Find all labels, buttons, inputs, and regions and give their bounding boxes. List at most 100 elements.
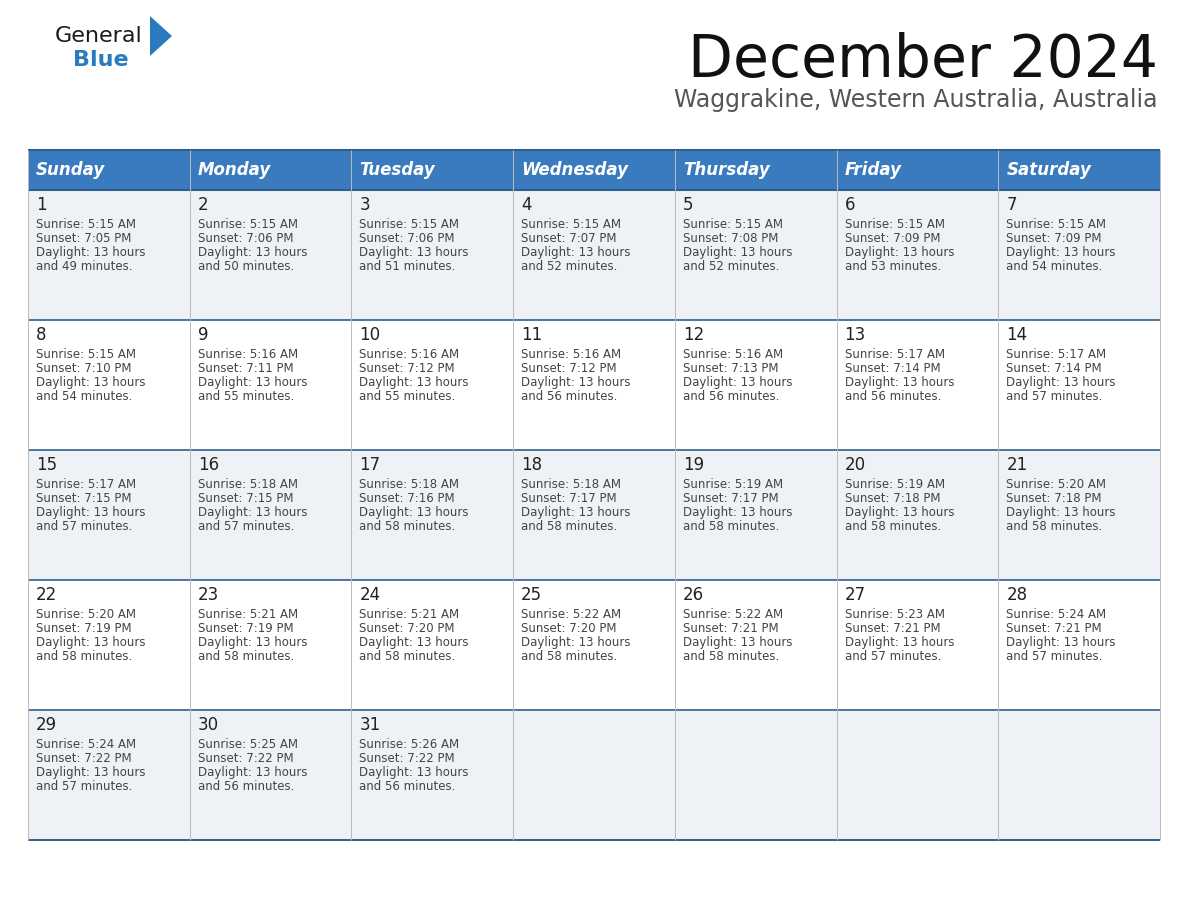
Text: and 57 minutes.: and 57 minutes. bbox=[1006, 650, 1102, 663]
Text: Sunset: 7:14 PM: Sunset: 7:14 PM bbox=[1006, 362, 1102, 375]
Text: Daylight: 13 hours: Daylight: 13 hours bbox=[360, 376, 469, 389]
Text: Sunday: Sunday bbox=[36, 161, 106, 179]
Text: Tuesday: Tuesday bbox=[360, 161, 435, 179]
Text: Sunrise: 5:16 AM: Sunrise: 5:16 AM bbox=[360, 348, 460, 361]
Text: Daylight: 13 hours: Daylight: 13 hours bbox=[522, 246, 631, 259]
Text: and 58 minutes.: and 58 minutes. bbox=[36, 650, 132, 663]
Text: Daylight: 13 hours: Daylight: 13 hours bbox=[36, 506, 145, 519]
Text: Sunset: 7:09 PM: Sunset: 7:09 PM bbox=[845, 232, 940, 245]
Text: Daylight: 13 hours: Daylight: 13 hours bbox=[845, 246, 954, 259]
Text: 30: 30 bbox=[197, 716, 219, 734]
Text: Sunset: 7:18 PM: Sunset: 7:18 PM bbox=[1006, 492, 1101, 505]
Text: Sunset: 7:15 PM: Sunset: 7:15 PM bbox=[36, 492, 132, 505]
Text: Sunrise: 5:24 AM: Sunrise: 5:24 AM bbox=[1006, 608, 1106, 621]
Text: Sunset: 7:10 PM: Sunset: 7:10 PM bbox=[36, 362, 132, 375]
Text: Sunset: 7:12 PM: Sunset: 7:12 PM bbox=[522, 362, 617, 375]
Text: 7: 7 bbox=[1006, 196, 1017, 214]
Text: Daylight: 13 hours: Daylight: 13 hours bbox=[360, 506, 469, 519]
Text: Sunrise: 5:18 AM: Sunrise: 5:18 AM bbox=[360, 478, 460, 491]
Text: Sunset: 7:17 PM: Sunset: 7:17 PM bbox=[522, 492, 617, 505]
Text: Sunset: 7:12 PM: Sunset: 7:12 PM bbox=[360, 362, 455, 375]
Polygon shape bbox=[150, 16, 172, 56]
Text: Daylight: 13 hours: Daylight: 13 hours bbox=[197, 246, 308, 259]
Text: 29: 29 bbox=[36, 716, 57, 734]
Text: 24: 24 bbox=[360, 586, 380, 604]
Text: Wednesday: Wednesday bbox=[522, 161, 628, 179]
Text: Daylight: 13 hours: Daylight: 13 hours bbox=[1006, 506, 1116, 519]
Bar bbox=[29, 450, 1159, 580]
Text: Daylight: 13 hours: Daylight: 13 hours bbox=[1006, 246, 1116, 259]
Text: Sunrise: 5:15 AM: Sunrise: 5:15 AM bbox=[1006, 218, 1106, 231]
Text: Daylight: 13 hours: Daylight: 13 hours bbox=[522, 376, 631, 389]
Text: 20: 20 bbox=[845, 456, 866, 474]
Text: and 58 minutes.: and 58 minutes. bbox=[360, 520, 456, 533]
Text: Sunset: 7:06 PM: Sunset: 7:06 PM bbox=[360, 232, 455, 245]
Text: Daylight: 13 hours: Daylight: 13 hours bbox=[360, 636, 469, 649]
Text: Daylight: 13 hours: Daylight: 13 hours bbox=[522, 636, 631, 649]
Text: Sunset: 7:07 PM: Sunset: 7:07 PM bbox=[522, 232, 617, 245]
Bar bbox=[29, 320, 1159, 450]
Text: 31: 31 bbox=[360, 716, 380, 734]
Text: Sunrise: 5:15 AM: Sunrise: 5:15 AM bbox=[197, 218, 298, 231]
Text: Sunset: 7:19 PM: Sunset: 7:19 PM bbox=[36, 622, 132, 635]
Text: Sunset: 7:21 PM: Sunset: 7:21 PM bbox=[683, 622, 778, 635]
Text: Daylight: 13 hours: Daylight: 13 hours bbox=[36, 766, 145, 779]
Text: Sunrise: 5:16 AM: Sunrise: 5:16 AM bbox=[522, 348, 621, 361]
Text: and 50 minutes.: and 50 minutes. bbox=[197, 260, 293, 273]
Text: and 57 minutes.: and 57 minutes. bbox=[36, 520, 132, 533]
Text: Sunset: 7:19 PM: Sunset: 7:19 PM bbox=[197, 622, 293, 635]
Text: Sunset: 7:16 PM: Sunset: 7:16 PM bbox=[360, 492, 455, 505]
Text: Sunrise: 5:23 AM: Sunrise: 5:23 AM bbox=[845, 608, 944, 621]
Text: Sunrise: 5:17 AM: Sunrise: 5:17 AM bbox=[36, 478, 137, 491]
Text: 14: 14 bbox=[1006, 326, 1028, 344]
Text: Daylight: 13 hours: Daylight: 13 hours bbox=[683, 376, 792, 389]
Text: 22: 22 bbox=[36, 586, 57, 604]
Text: Daylight: 13 hours: Daylight: 13 hours bbox=[36, 246, 145, 259]
Text: 1: 1 bbox=[36, 196, 46, 214]
Text: Sunset: 7:18 PM: Sunset: 7:18 PM bbox=[845, 492, 940, 505]
Text: and 58 minutes.: and 58 minutes. bbox=[683, 650, 779, 663]
Text: Sunrise: 5:22 AM: Sunrise: 5:22 AM bbox=[683, 608, 783, 621]
Text: Daylight: 13 hours: Daylight: 13 hours bbox=[845, 636, 954, 649]
Bar bbox=[29, 580, 1159, 710]
Text: 2: 2 bbox=[197, 196, 208, 214]
Text: Sunrise: 5:15 AM: Sunrise: 5:15 AM bbox=[36, 218, 135, 231]
Text: Sunset: 7:22 PM: Sunset: 7:22 PM bbox=[360, 752, 455, 765]
Text: and 58 minutes.: and 58 minutes. bbox=[1006, 520, 1102, 533]
Text: 6: 6 bbox=[845, 196, 855, 214]
Text: Daylight: 13 hours: Daylight: 13 hours bbox=[360, 766, 469, 779]
Text: General: General bbox=[55, 26, 143, 46]
Text: Daylight: 13 hours: Daylight: 13 hours bbox=[36, 636, 145, 649]
Text: Sunset: 7:22 PM: Sunset: 7:22 PM bbox=[197, 752, 293, 765]
Text: Sunset: 7:08 PM: Sunset: 7:08 PM bbox=[683, 232, 778, 245]
Text: Sunset: 7:05 PM: Sunset: 7:05 PM bbox=[36, 232, 132, 245]
Text: 8: 8 bbox=[36, 326, 46, 344]
Text: and 52 minutes.: and 52 minutes. bbox=[522, 260, 618, 273]
Text: Sunset: 7:20 PM: Sunset: 7:20 PM bbox=[522, 622, 617, 635]
Text: Daylight: 13 hours: Daylight: 13 hours bbox=[197, 506, 308, 519]
Bar bbox=[29, 190, 1159, 320]
Text: and 58 minutes.: and 58 minutes. bbox=[360, 650, 456, 663]
Text: 3: 3 bbox=[360, 196, 369, 214]
Text: 21: 21 bbox=[1006, 456, 1028, 474]
Text: Sunset: 7:14 PM: Sunset: 7:14 PM bbox=[845, 362, 940, 375]
Text: Sunrise: 5:19 AM: Sunrise: 5:19 AM bbox=[683, 478, 783, 491]
Text: Sunrise: 5:15 AM: Sunrise: 5:15 AM bbox=[522, 218, 621, 231]
Text: Sunrise: 5:21 AM: Sunrise: 5:21 AM bbox=[360, 608, 460, 621]
Text: Sunset: 7:15 PM: Sunset: 7:15 PM bbox=[197, 492, 293, 505]
Text: Sunset: 7:09 PM: Sunset: 7:09 PM bbox=[1006, 232, 1101, 245]
Bar bbox=[29, 150, 1159, 190]
Text: Sunrise: 5:18 AM: Sunrise: 5:18 AM bbox=[197, 478, 298, 491]
Text: Saturday: Saturday bbox=[1006, 161, 1091, 179]
Text: 23: 23 bbox=[197, 586, 219, 604]
Text: 11: 11 bbox=[522, 326, 543, 344]
Text: and 55 minutes.: and 55 minutes. bbox=[197, 390, 293, 403]
Text: and 49 minutes.: and 49 minutes. bbox=[36, 260, 133, 273]
Text: Sunrise: 5:17 AM: Sunrise: 5:17 AM bbox=[845, 348, 944, 361]
Text: Sunrise: 5:22 AM: Sunrise: 5:22 AM bbox=[522, 608, 621, 621]
Text: 17: 17 bbox=[360, 456, 380, 474]
Text: and 54 minutes.: and 54 minutes. bbox=[36, 390, 132, 403]
Text: Sunrise: 5:17 AM: Sunrise: 5:17 AM bbox=[1006, 348, 1106, 361]
Text: 15: 15 bbox=[36, 456, 57, 474]
Text: 25: 25 bbox=[522, 586, 542, 604]
